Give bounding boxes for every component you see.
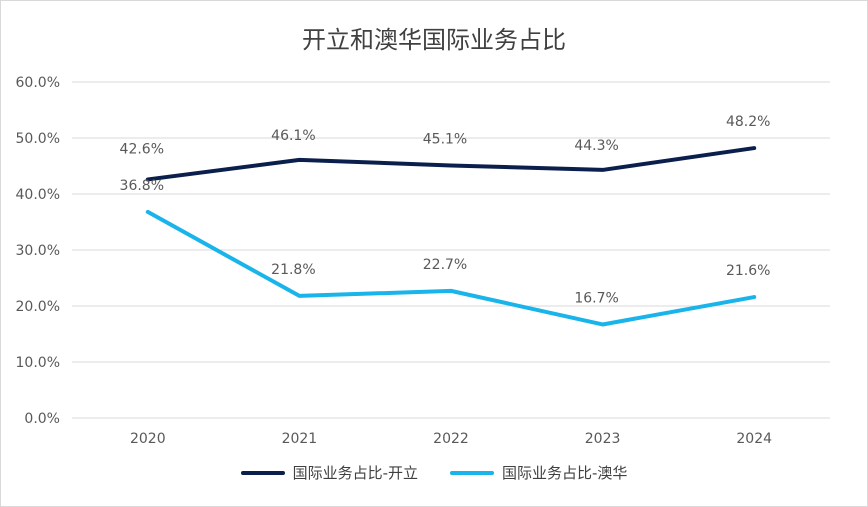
data-label: 48.2% (726, 114, 770, 130)
series-line-1 (145, 146, 757, 182)
legend-item-1: 国际业务占比-开立 (240, 462, 418, 483)
data-label: 36.8% (120, 178, 164, 194)
y-tick-label: 20.0% (16, 299, 60, 315)
data-label: 22.7% (423, 257, 467, 273)
legend-swatch (240, 470, 285, 475)
x-tick-label: 2022 (433, 431, 469, 447)
x-axis-ticks: 2020 2021 2022 2023 2024 (130, 431, 772, 447)
x-tick-label: 2021 (282, 431, 318, 447)
x-tick-label: 2023 (585, 431, 621, 447)
data-labels: 42.6% 46.1% 45.1% 44.3% 48.2% 36.8% 21.8% 22.7%… (120, 114, 771, 306)
data-label: 21.8% (271, 262, 315, 278)
chart-title: 开立和澳华国际业务占比 (302, 26, 566, 54)
data-label: 44.3% (574, 138, 618, 154)
data-label: 21.6% (726, 263, 770, 279)
series-line-2 (145, 209, 757, 327)
y-tick-label: 0.0% (24, 411, 60, 427)
legend-label: 国际业务占比-开立 (292, 464, 418, 482)
legend-swatch (450, 470, 494, 475)
legend-item-2: 国际业务占比-澳华 (450, 462, 627, 483)
y-tick-label: 50.0% (16, 131, 60, 147)
data-label: 42.6% (120, 141, 164, 157)
y-axis-ticks: 0.0% 10.0% 20.0% 30.0% 40.0% 50.0% 60.0% (16, 75, 60, 427)
x-tick-label: 2024 (736, 431, 772, 447)
legend-label: 国际业务占比-澳华 (502, 464, 628, 482)
legend: 国际业务占比-开立 国际业务占比-澳华 (0, 462, 868, 483)
x-tick-label: 2020 (130, 431, 166, 447)
y-tick-label: 10.0% (16, 355, 60, 371)
data-label: 16.7% (574, 290, 618, 306)
series-lines (145, 146, 757, 327)
y-tick-label: 40.0% (16, 187, 60, 203)
y-tick-label: 60.0% (16, 75, 60, 91)
data-label: 46.1% (271, 128, 315, 144)
data-label: 45.1% (423, 131, 467, 147)
y-tick-label: 30.0% (16, 243, 60, 259)
